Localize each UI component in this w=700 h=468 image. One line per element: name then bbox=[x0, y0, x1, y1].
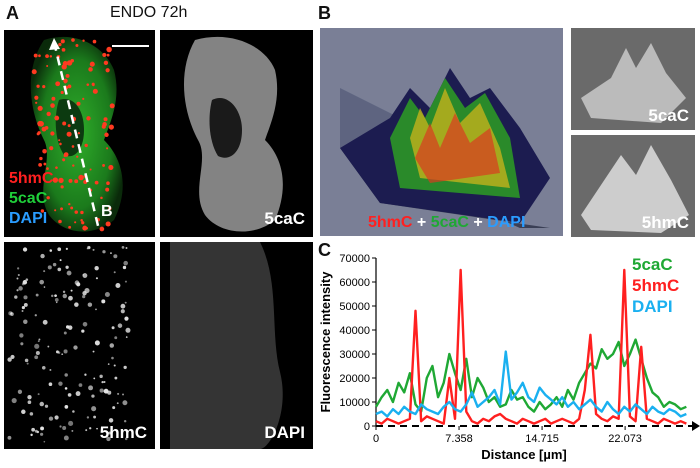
image-dapi: DAPI bbox=[160, 242, 313, 449]
composite-label-5cac: 5caC bbox=[430, 214, 469, 231]
merge-label-dapi: DAPI bbox=[9, 210, 48, 227]
panel-a-title: ENDO 72h bbox=[110, 4, 188, 21]
legend-5cac: 5caC bbox=[632, 255, 673, 274]
composite-label-dapi: DAPI bbox=[487, 214, 526, 231]
legend-5hmc: 5hmC bbox=[632, 276, 680, 295]
tile-label-5cac: 5caC bbox=[264, 209, 305, 228]
y-tick-label-6: 60000 bbox=[339, 277, 370, 289]
surface-5hmc-graphic bbox=[581, 145, 689, 233]
x-tick-label-0: 0 bbox=[373, 433, 379, 445]
x-tick-label-3: 22.073 bbox=[608, 433, 642, 445]
surface-3d-graphic bbox=[340, 68, 550, 228]
x-axis-label: Distance [µm] bbox=[481, 447, 567, 462]
tile-label-5hmc: 5hmC bbox=[99, 423, 147, 442]
line-marker-b: B bbox=[101, 203, 113, 220]
cells-5hmc-graphic bbox=[7, 245, 131, 443]
y-tick-label-2: 20000 bbox=[339, 373, 370, 385]
intensity-chart: 0 10000 20000 30000 40000 50000 60000 70000 0 7.3… bbox=[318, 253, 700, 462]
surface-5cac-graphic bbox=[581, 43, 686, 123]
x-tick-label-1: 7.358 bbox=[445, 433, 473, 445]
panel-a-letter: A bbox=[6, 3, 19, 23]
cells-dapi-graphic bbox=[170, 242, 283, 449]
panel-c-letter: C bbox=[318, 240, 331, 260]
small-label-5cac: 5caC bbox=[648, 106, 689, 125]
surface-5hmc: 5hmC bbox=[571, 135, 695, 237]
legend-dapi: DAPI bbox=[632, 297, 673, 316]
panel-b-letter: B bbox=[318, 3, 331, 23]
y-tick-label-7: 70000 bbox=[339, 253, 370, 265]
y-tick-label-3: 30000 bbox=[339, 349, 370, 361]
series-line-5cac bbox=[374, 338, 687, 413]
merge-label-5cac: 5caC bbox=[9, 190, 48, 207]
image-5cac: 5caC bbox=[160, 30, 313, 237]
series-line-5hmc bbox=[375, 268, 687, 425]
image-5hmc: 5hmC bbox=[4, 242, 155, 449]
tile-label-dapi: DAPI bbox=[264, 423, 305, 442]
y-tick-label-4: 40000 bbox=[339, 325, 370, 337]
cells-5cac-graphic bbox=[183, 36, 283, 232]
surface-plot-3d: 5hmC + 5caC + DAPI bbox=[320, 28, 563, 236]
x-axis-arrow bbox=[692, 421, 700, 431]
y-tick-label-5: 50000 bbox=[339, 301, 370, 313]
composite-label-plus-1: + bbox=[412, 214, 431, 231]
composite-label-5hmc: 5hmC bbox=[368, 214, 413, 231]
merge-cells-graphic bbox=[30, 36, 149, 232]
composite-label: 5hmC + 5caC + DAPI bbox=[368, 214, 525, 232]
series-line-dapi bbox=[375, 350, 687, 418]
merge-label-5hmc: 5hmC bbox=[9, 170, 54, 187]
small-label-5hmc: 5hmC bbox=[641, 213, 689, 232]
y-tick-label-0: 0 bbox=[364, 421, 370, 433]
merge-image: 5hmC 5caC DAPI B bbox=[4, 30, 155, 237]
y-tick-label-1: 10000 bbox=[339, 397, 370, 409]
composite-label-plus-2: + bbox=[468, 214, 488, 231]
surface-5cac: 5caC bbox=[571, 28, 695, 130]
x-tick-label-2: 14.715 bbox=[525, 433, 559, 445]
y-axis-label: Fluorescence intensity bbox=[318, 271, 333, 413]
